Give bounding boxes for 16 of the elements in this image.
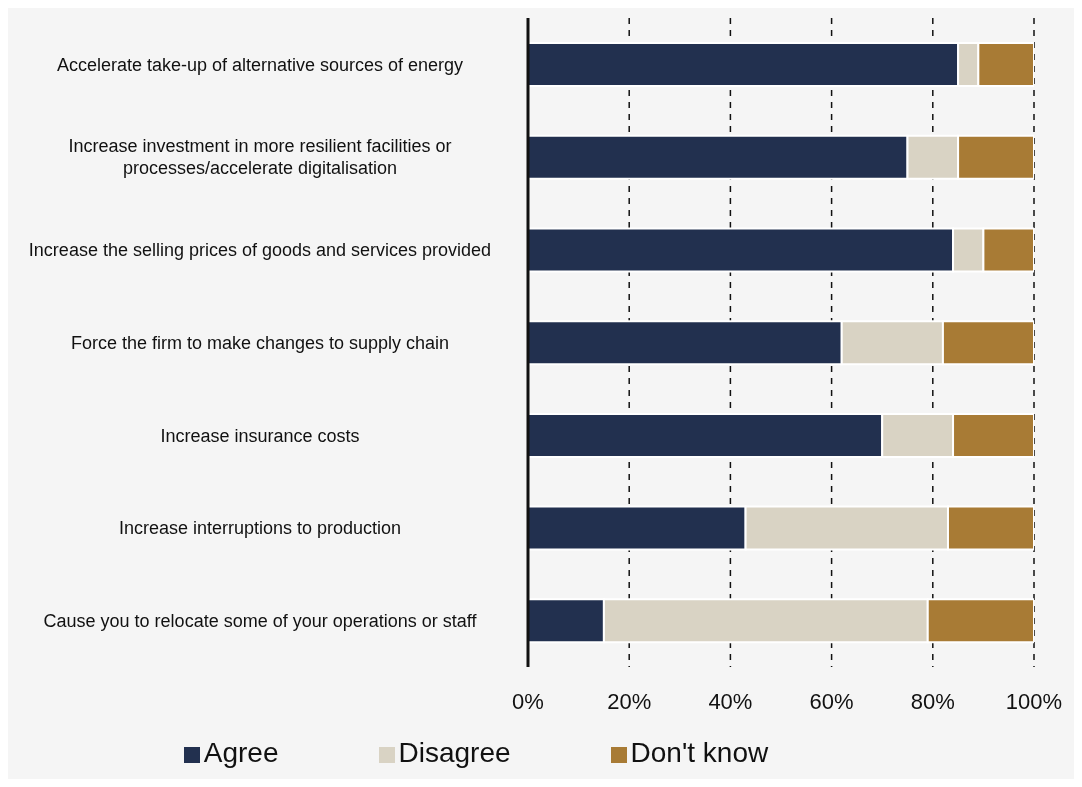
x-tick-label: 100%: [1005, 688, 1063, 714]
x-tick-label: 40%: [708, 688, 753, 714]
y-tick-label: Increase insurance costs: [160, 425, 360, 446]
y-tick-label: Increase interruptions to production: [118, 518, 402, 539]
legend-label: Agree: [203, 737, 279, 768]
x-tick-label: 60%: [809, 688, 854, 714]
y-tick-label: Accelerate take-up of alternative sources of energy: [56, 54, 464, 75]
x-tick-label: 80%: [910, 688, 955, 714]
legend-label: Don't know: [630, 737, 769, 768]
y-tick-label: Increase investment in more resilient facilities or processes/accelerate digitalisation: [68, 136, 452, 179]
x-tick-label: 20%: [607, 688, 652, 714]
y-tick-label: Increase the selling prices of goods and services provided: [28, 240, 492, 261]
y-tick-label: Cause you to relocate some of your operations or staff: [43, 610, 478, 631]
legend-label: Disagree: [398, 737, 511, 768]
x-tick-label: 0%: [512, 688, 544, 714]
y-tick-label: Force the firm to make changes to supply chain: [70, 332, 450, 353]
